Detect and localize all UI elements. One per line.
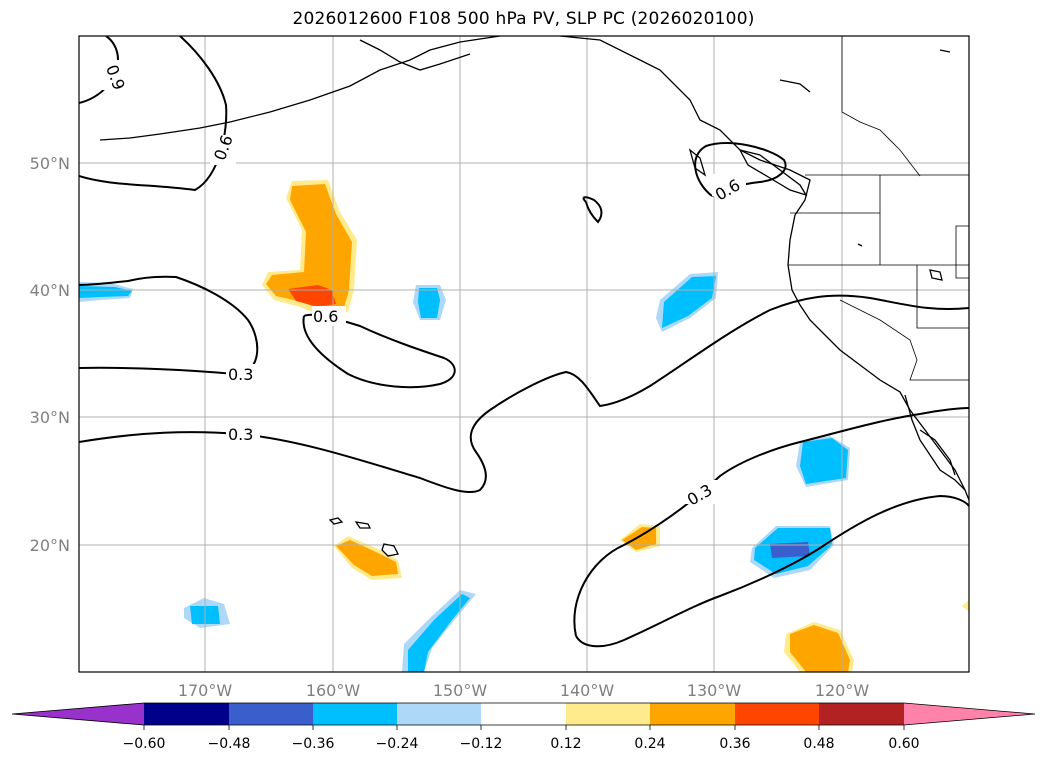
political-borders: [788, 36, 969, 381]
coastlines: [99, 36, 969, 557]
colorbar-segment: [481, 703, 566, 725]
pv-shading: [79, 180, 969, 672]
latitude-labels: 50°N 40°N 30°N 20°N: [30, 154, 70, 555]
map-panel: 0.9 0.6 0.6 0.6 0.3 0.3 0.3: [79, 36, 969, 672]
colorbar-tick-label: −0.12: [460, 736, 503, 752]
graticule: [79, 36, 969, 672]
colorbar-segment: [144, 703, 229, 725]
pv-negative-royal-core: [770, 542, 810, 558]
contour-0.3-southeast: [573, 407, 969, 637]
colorbar-segment: [313, 703, 397, 725]
colorbar-segment: [229, 703, 313, 725]
colorbar-segment: [735, 703, 819, 725]
colorbar-segment: [566, 703, 650, 725]
longitude-labels: 170°W 160°W 150°W 140°W 130°W 120°W: [178, 681, 870, 700]
contour-0.3-main: [79, 294, 969, 494]
contour-0.6-small: [582, 196, 603, 224]
lon-label-140W: 140°W: [560, 681, 615, 700]
lat-label-40N: 40°N: [30, 281, 70, 300]
contour-0.6-northeast: [694, 142, 787, 197]
pv-positive-orange-blob: [266, 184, 352, 310]
contour-0.3-upper: [79, 275, 259, 376]
colorbar-tick-label: 0.12: [550, 736, 581, 752]
lon-label-160W: 160°W: [306, 681, 361, 700]
contour-labels: 0.9 0.6 0.6 0.6 0.3 0.3 0.3: [102, 60, 746, 510]
colorbar-tick-label: −0.36: [292, 736, 335, 752]
contour-label-0.6-central: 0.6: [313, 307, 338, 326]
colorbar-extend-max: [904, 703, 1035, 725]
colorbar-segment: [650, 703, 735, 725]
map-frame: [78, 35, 970, 673]
lat-label-20N: 20°N: [30, 536, 70, 555]
colorbar-tick-label: 0.48: [803, 736, 834, 752]
lon-label-120W: 120°W: [815, 681, 870, 700]
contour-0.6-northwest: [79, 36, 228, 192]
lat-label-30N: 30°N: [30, 408, 70, 427]
contour-0.3-south: [575, 494, 969, 648]
colorbar-tick-label: 0.60: [888, 736, 919, 752]
colorbar-tick-label: −0.48: [208, 736, 251, 752]
lon-label-130W: 130°W: [687, 681, 742, 700]
colorbar-tick-label: 0.36: [719, 736, 750, 752]
colorbar-tick-label: −0.24: [376, 736, 419, 752]
colorbar-tick-label: −0.60: [123, 736, 166, 752]
colorbar-segment: [397, 703, 481, 725]
colorbar-tick-label: 0.24: [634, 736, 665, 752]
plot-title: 2026012600 F108 500 hPa PV, SLP PC (2026…: [292, 9, 755, 29]
slp-contours: [79, 36, 969, 648]
contour-label-0.3-main: 0.3: [228, 425, 253, 444]
colorbar-segment: [819, 703, 904, 725]
lon-label-170W: 170°W: [178, 681, 233, 700]
lon-label-150W: 150°W: [433, 681, 488, 700]
colorbar: −0.60 −0.48 −0.36 −0.24 −0.12 0.12 0.24 …: [11, 702, 1036, 752]
contour-0.6-central: [302, 313, 456, 389]
lat-label-50N: 50°N: [30, 154, 70, 173]
colorbar-extend-min: [12, 703, 144, 725]
contour-label-0.3-upper: 0.3: [228, 365, 253, 384]
